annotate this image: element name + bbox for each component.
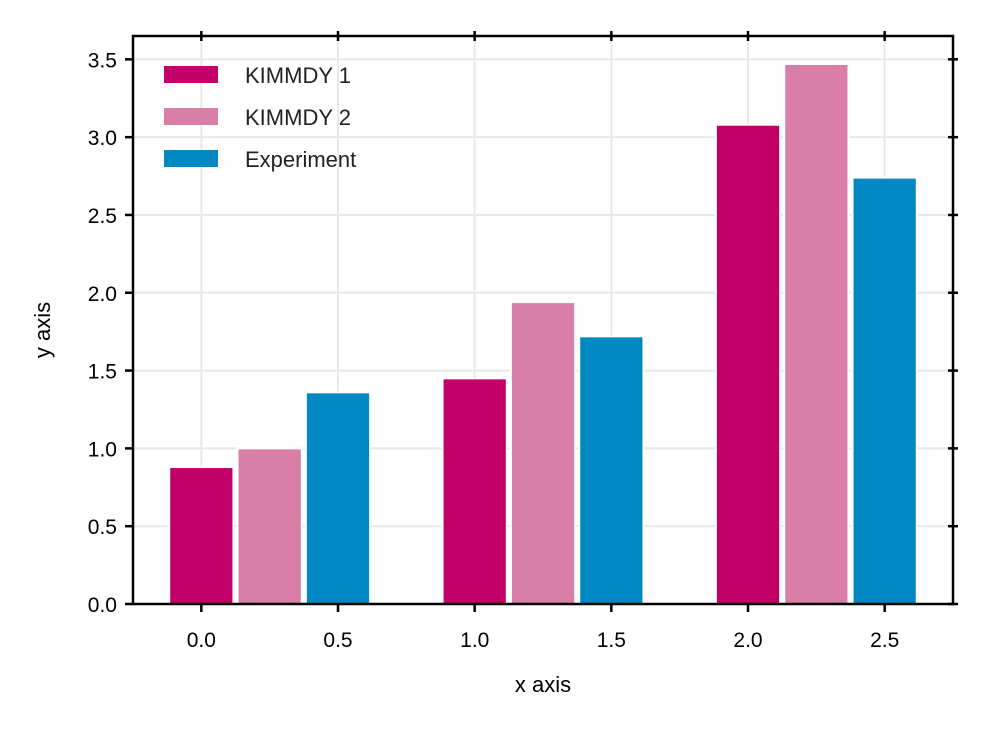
y-tick-label: 1.5 — [88, 361, 117, 384]
bar-experiment-1 — [578, 335, 645, 605]
legend-label: Experiment — [245, 147, 356, 172]
bar-kimmdy-1-1 — [441, 377, 508, 605]
x-tick-label: 1.5 — [597, 629, 626, 652]
bar-experiment-2 — [851, 176, 918, 605]
legend-swatch — [164, 150, 218, 167]
x-tick-label: 0.0 — [187, 629, 216, 652]
x-tick-label: 0.5 — [323, 629, 352, 652]
x-axis-label: x axis — [515, 672, 571, 697]
y-tick-label: 1.0 — [88, 438, 117, 461]
x-tick-label: 1.0 — [460, 629, 489, 652]
bars — [168, 63, 918, 606]
y-tick-label: 3.0 — [88, 127, 117, 150]
legend-label: KIMMDY 2 — [245, 105, 351, 130]
legend-label: KIMMDY 1 — [245, 63, 351, 88]
x-tick-label: 2.0 — [733, 629, 762, 652]
ticks: 0.0 0.5 1.0 1.5 2.0 2.5 0.0 0.5 1.0 1.5 2.0 2.5 3.0 3… — [88, 31, 958, 652]
y-tick-label: 0.5 — [88, 516, 117, 539]
bar-kimmdy-2-1 — [509, 301, 577, 605]
plot-border — [131, 34, 955, 606]
legend-swatch — [164, 108, 218, 125]
y-tick-label: 2.5 — [88, 205, 117, 228]
bar-kimmdy-1-2 — [714, 123, 782, 606]
bar-kimmdy-2-2 — [783, 63, 850, 605]
legend: KIMMDY 1 KIMMDY 2 Experiment — [164, 63, 356, 172]
y-tick-label: 0.0 — [88, 594, 117, 617]
bar-experiment-0 — [304, 391, 372, 605]
y-tick-label: 3.5 — [88, 49, 117, 72]
y-axis-label: y axis — [30, 302, 55, 358]
bar-kimmdy-1-0 — [168, 466, 235, 605]
legend-swatch — [164, 66, 218, 83]
plot-frame — [131, 34, 955, 606]
x-tick-label: 2.5 — [870, 629, 899, 652]
y-tick-label: 2.0 — [88, 283, 117, 306]
bar-kimmdy-2-0 — [236, 447, 303, 606]
